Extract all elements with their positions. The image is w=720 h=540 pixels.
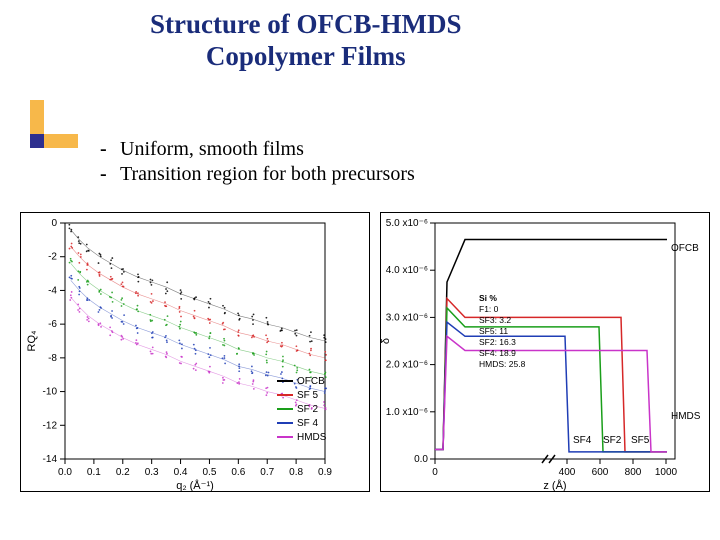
svg-text:-4: -4 <box>48 285 57 296</box>
svg-text:HMDS: HMDS <box>297 432 327 443</box>
svg-text:0.5: 0.5 <box>202 467 216 478</box>
bullet-1: Uniform, smooth films <box>120 138 304 161</box>
title-line-1: Structure of OFCB-HMDS <box>150 9 461 39</box>
svg-text:3.0 x10⁻⁶: 3.0 x10⁻⁶ <box>386 312 428 323</box>
svg-text:HMDS: HMDS <box>671 411 701 422</box>
svg-text:1.0 x10⁻⁶: 1.0 x10⁻⁶ <box>386 407 428 418</box>
density-profile-chart: 5.0 x10⁻⁶ 4.0 x10⁻⁶ 3.0 x10⁻⁶ 2.0 x10⁻⁶ 1.0 … <box>380 212 710 492</box>
svg-text:SF2: SF2 <box>603 435 622 446</box>
title-line-2: Copolymer Films <box>206 41 406 71</box>
svg-text:SF 4: SF 4 <box>297 418 319 429</box>
svg-text:z (Å): z (Å) <box>543 479 566 492</box>
charts-container: 0.0 0.1 0.2 0.3 0.4 0.5 0.6 0.7 0.8 0.9 0 -2 -4 -6 -8 -… <box>20 212 710 492</box>
svg-text:600: 600 <box>592 467 609 478</box>
svg-text:-2: -2 <box>48 252 57 263</box>
bullet-2: Transition region for both precursors <box>120 163 415 186</box>
svg-text:0.6: 0.6 <box>231 467 245 478</box>
svg-text:SF4: 18.9: SF4: 18.9 <box>479 348 516 358</box>
svg-text:RQ₄: RQ₄ <box>26 330 38 352</box>
svg-text:0.2: 0.2 <box>116 467 130 478</box>
svg-text:OFCB: OFCB <box>297 376 325 387</box>
svg-text:OFCB: OFCB <box>671 243 699 254</box>
svg-text:2.0 x10⁻⁶: 2.0 x10⁻⁶ <box>386 360 428 371</box>
svg-text:δ: δ <box>381 338 392 344</box>
svg-text:-10: -10 <box>43 387 58 398</box>
svg-text:0.3: 0.3 <box>145 467 159 478</box>
svg-text:0.0: 0.0 <box>58 467 72 478</box>
svg-text:Si %: Si % <box>479 293 497 303</box>
svg-text:1000: 1000 <box>655 467 678 478</box>
svg-text:HMDS: 25.8: HMDS: 25.8 <box>479 359 526 369</box>
svg-text:0.9: 0.9 <box>318 467 332 478</box>
svg-text:0: 0 <box>51 218 57 229</box>
svg-text:0.4: 0.4 <box>174 467 188 478</box>
svg-text:400: 400 <box>559 467 576 478</box>
svg-text:q₂ (Å⁻¹): q₂ (Å⁻¹) <box>176 479 214 492</box>
svg-text:5.0 x10⁻⁶: 5.0 x10⁻⁶ <box>386 218 428 229</box>
svg-text:SF 5: SF 5 <box>297 390 319 401</box>
svg-text:SF2: 16.3: SF2: 16.3 <box>479 337 516 347</box>
svg-text:SF 2: SF 2 <box>297 404 319 415</box>
svg-text:0.7: 0.7 <box>260 467 274 478</box>
svg-text:4.0 x10⁻⁶: 4.0 x10⁻⁶ <box>386 265 428 276</box>
page-title: Structure of OFCB-HMDS Copolymer Films <box>150 8 461 73</box>
svg-text:0.0: 0.0 <box>414 454 428 465</box>
svg-text:SF3: 3.2: SF3: 3.2 <box>479 315 511 325</box>
bullet-list: -Uniform, smooth films -Transition regio… <box>100 138 415 188</box>
svg-text:-8: -8 <box>48 353 57 364</box>
svg-text:0: 0 <box>432 467 438 478</box>
svg-text:SF4: SF4 <box>573 435 592 446</box>
svg-text:-14: -14 <box>43 454 58 465</box>
svg-text:-6: -6 <box>48 319 57 330</box>
svg-text:F1: 0: F1: 0 <box>479 304 499 314</box>
svg-text:SF5: SF5 <box>631 435 650 446</box>
svg-text:0.1: 0.1 <box>87 467 101 478</box>
svg-text:800: 800 <box>625 467 642 478</box>
svg-text:0.8: 0.8 <box>289 467 303 478</box>
svg-text:SF5: 11: SF5: 11 <box>479 326 508 336</box>
svg-text:-12: -12 <box>43 420 58 431</box>
reflectivity-chart: 0.0 0.1 0.2 0.3 0.4 0.5 0.6 0.7 0.8 0.9 0 -2 -4 -6 -8 -… <box>20 212 370 492</box>
